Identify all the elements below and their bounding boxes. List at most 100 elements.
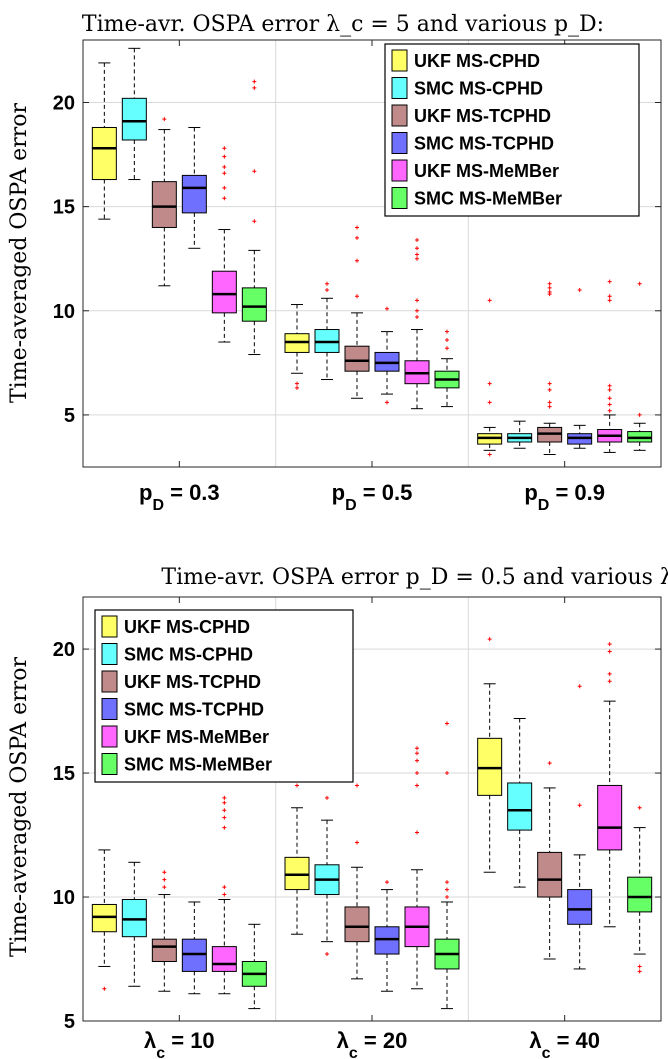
outlier-point — [355, 235, 359, 240]
outlier-point — [547, 292, 552, 297]
outlier-point — [325, 795, 329, 800]
outlier-point — [637, 964, 642, 969]
legend-swatch — [101, 698, 118, 720]
chart-panel-2: Time-avr. OSPA error p_D = 0.5 and vario… — [7, 565, 668, 1059]
box-ukf-ms-tcphd-2 — [344, 783, 370, 980]
x-tick-label: λc = 20 — [337, 1028, 408, 1059]
legend-entry: UKF MS-TCPHD — [414, 106, 551, 126]
outlier-point — [102, 986, 107, 991]
outlier-point — [547, 404, 552, 409]
outlier-point — [415, 298, 419, 303]
box-smc-ms-tcphd-3 — [567, 287, 593, 449]
outlier-point — [445, 880, 449, 885]
outlier-point — [607, 642, 612, 647]
x-tick-label: λc = 40 — [529, 1028, 600, 1059]
outlier-point — [607, 298, 612, 303]
outlier-point — [445, 721, 449, 726]
outlier-point — [222, 795, 227, 800]
outlier-point — [547, 761, 552, 766]
outlier-point — [222, 165, 227, 170]
box-smc-ms-cphd-1 — [121, 47, 147, 181]
outlier-point — [325, 952, 329, 957]
box-iqr — [151, 181, 177, 228]
outlier-point — [607, 383, 612, 388]
legend-entry: SMC MS-MeMBer — [414, 189, 562, 209]
y-tick-label: 10 — [53, 887, 75, 909]
legend-swatch — [391, 187, 408, 209]
outlier-point — [252, 79, 257, 84]
outlier-point — [415, 771, 419, 776]
outlier-point — [637, 969, 642, 974]
x-tick-label-rest: = 40 — [550, 1028, 600, 1053]
box-ukf-ms-tcphd-1 — [151, 117, 177, 287]
y-tick-label: 15 — [53, 197, 75, 219]
box-iqr — [537, 851, 563, 898]
outlier-point — [445, 337, 449, 342]
legend-entry: SMC MS-TCPHD — [414, 134, 554, 154]
legend-box — [94, 609, 354, 783]
box-smc-ms-member-2 — [434, 329, 460, 408]
box-smc-ms-cphd-2 — [314, 281, 340, 381]
legend-swatch — [391, 132, 408, 154]
x-tick-label-sub: c — [349, 1045, 358, 1059]
outlier-point — [162, 117, 167, 122]
box-smc-ms-tcphd-3 — [567, 684, 593, 970]
y-axis-label: Time-averaged OSPA error — [7, 103, 32, 403]
box-smc-ms-cphd-3 — [507, 420, 533, 449]
x-tick-label-rest: = 10 — [165, 1028, 215, 1053]
x-tick-label-sub: c — [542, 1045, 551, 1059]
outlier-point — [607, 402, 612, 407]
chart-title: Time-avr. OSPA error λ_c = 5 and various… — [82, 12, 604, 37]
legend-entry: UKF MS-MeMBer — [414, 161, 559, 181]
box-smc-ms-tcphd-2 — [374, 306, 400, 405]
box-ukf-ms-cphd-3 — [477, 637, 503, 873]
box-ukf-ms-tcphd-2 — [344, 225, 370, 399]
outlier-point — [637, 805, 642, 810]
outlier-point — [577, 287, 582, 292]
outlier-point — [222, 196, 227, 201]
x-tick-label-base: λ — [337, 1028, 349, 1053]
box-ukf-ms-member-3 — [597, 279, 623, 453]
outlier-point — [222, 815, 227, 820]
outlier-point — [637, 412, 642, 417]
outlier-point — [325, 287, 329, 292]
outlier-point — [547, 400, 552, 405]
outlier-point — [325, 281, 329, 286]
x-tick-label-rest: = 0.9 — [549, 480, 605, 505]
outlier-point — [487, 637, 492, 642]
outlier-point — [607, 649, 612, 654]
outlier-point — [415, 751, 419, 756]
legend-swatch — [391, 49, 408, 72]
box-ukf-ms-cphd-1 — [91, 849, 117, 991]
box-iqr — [507, 782, 533, 831]
x-tick-label-base: p — [332, 480, 345, 505]
outlier-point — [547, 281, 552, 286]
outlier-point — [252, 169, 257, 174]
box-iqr — [211, 946, 237, 972]
box-smc-ms-member-3 — [627, 281, 653, 451]
outlier-point — [445, 346, 449, 351]
box-iqr — [344, 906, 370, 943]
outlier-point — [415, 246, 419, 251]
outlier-point — [295, 385, 299, 390]
x-tick-label-rest: = 0.5 — [357, 480, 413, 505]
box-smc-ms-member-1 — [241, 923, 267, 1010]
outlier-point — [385, 306, 389, 311]
legend-swatch — [391, 77, 408, 99]
outlier-point — [547, 285, 552, 290]
x-tick-label-rest: = 0.3 — [164, 480, 220, 505]
box-ukf-ms-cphd-1 — [91, 62, 117, 220]
legend-swatch — [101, 615, 118, 638]
outlier-point — [607, 679, 612, 684]
outlier-point — [222, 185, 227, 190]
outlier-point — [162, 877, 167, 882]
outlier-point — [607, 279, 612, 284]
legend-entry: UKF MS-MeMBer — [124, 727, 269, 747]
outlier-point — [607, 387, 612, 392]
outlier-point — [487, 452, 492, 457]
outlier-point — [445, 771, 449, 776]
outlier-point — [577, 684, 582, 689]
outlier-point — [415, 252, 419, 257]
box-iqr — [151, 938, 177, 962]
outlier-point — [487, 298, 492, 303]
